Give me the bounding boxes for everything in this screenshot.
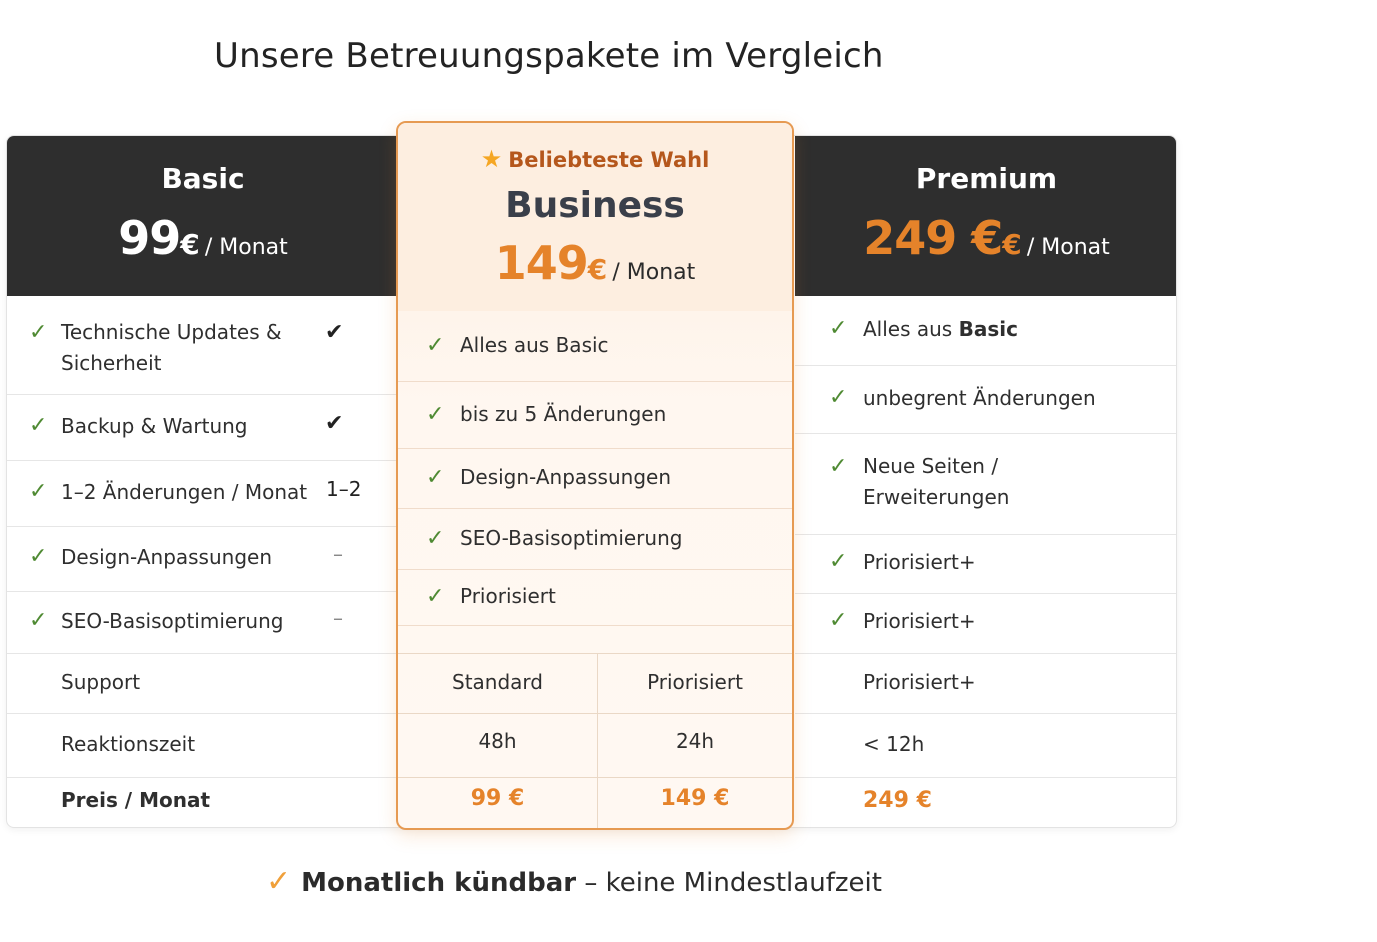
basic-header: Basic 99€ / Monat — [7, 136, 399, 296]
basic-row: ✓ 1–2 Änderungen / Monat 1–2 — [7, 461, 399, 527]
divider — [398, 653, 792, 654]
business-row: ✓ bis zu 5 Änderungen — [398, 382, 792, 449]
business-row: ✓ Alles aus Basic — [398, 311, 792, 382]
business-price-priority: 149 € — [660, 786, 730, 811]
basic-row-label: Design-Anpassungen — [61, 545, 273, 569]
business-support-standard: Standard — [452, 670, 543, 694]
premium-row-label: Priorisiert+ — [863, 609, 976, 633]
premium-row: ✓ Priorisiert+ — [795, 535, 1176, 594]
business-reaction-priority: 24h — [675, 729, 715, 753]
basic-row: ✓ Design-Anpassungen – — [7, 527, 399, 592]
premium-price-row: 249 € — [795, 778, 1176, 827]
basic-row: ✓ Technische Updates & Sicherheit ✔ — [7, 296, 399, 395]
basic-row-value: – — [333, 542, 343, 566]
check-icon: ✓ — [829, 454, 848, 479]
business-price-period: / Monat — [612, 260, 696, 285]
business-price-currency: € — [587, 253, 608, 286]
premium-row-label: unbegrent Änderungen — [863, 386, 1096, 410]
business-price-standard: 99 € — [470, 786, 525, 811]
premium-price-period: / Monat — [1026, 235, 1110, 260]
popular-badge: ★ Beliebteste Wahl — [480, 145, 710, 173]
basic-row: ✓ SEO-Basisoptimierung – — [7, 592, 399, 654]
checkmark-icon: ✔ — [325, 411, 344, 436]
star-icon: ★ — [480, 145, 503, 173]
basic-row-label: SEO-Basisoptimierung — [61, 609, 284, 633]
check-icon: ✓ — [29, 544, 48, 569]
basic-row: ✓ Backup & Wartung ✔ — [7, 395, 399, 461]
page-title: Unsere Betreuungspakete im Vergleich — [214, 36, 884, 76]
premium-header: Premium 249 €€ / Monat — [795, 136, 1176, 296]
business-price: 149€ / Monat — [398, 236, 792, 290]
business-header: ★ Beliebteste Wahl Business 149€ / Monat — [398, 123, 792, 311]
cancellation-note: ✓ Monatlich kündbar – keine Mindestlaufze… — [266, 864, 882, 899]
premium-price-amount: 249 € — [863, 211, 1003, 265]
price-label: Preis / Monat — [61, 788, 211, 812]
business-row-label: SEO-Basisoptimierung — [460, 526, 683, 550]
cancellation-note-bold: Monatlich kündbar — [301, 868, 577, 898]
business-row-label: Design-Anpassungen — [460, 465, 672, 489]
cancellation-note-rest: – keine Mindestlaufzeit — [576, 868, 882, 898]
premium-row: ✓ Neue Seiten / Erweiterungen — [795, 434, 1176, 535]
divider — [398, 713, 792, 714]
basic-row-label: Technische Updates & Sicherheit — [61, 320, 282, 375]
business-row: ✓ SEO-Basisoptimierung — [398, 509, 792, 570]
reaction-label: Reaktionszeit — [61, 732, 196, 756]
business-price-amount: 149 — [494, 236, 589, 290]
business-row: ✓ Design-Anpassungen — [398, 449, 792, 509]
business-row-label: bis zu 5 Änderungen — [460, 402, 667, 426]
premium-support-value: Priorisiert+ — [863, 670, 976, 694]
check-icon: ✓ — [426, 402, 445, 427]
premium-price: 249 €€ / Monat — [795, 211, 1176, 265]
basic-row-value: 1–2 — [326, 477, 362, 501]
check-icon: ✓ — [426, 526, 445, 551]
basic-price-period: / Monat — [204, 235, 288, 260]
divider — [398, 777, 792, 778]
premium-reaction-value: < 12h — [863, 732, 925, 756]
check-icon: ✓ — [29, 320, 48, 345]
check-icon: ✓ — [426, 333, 445, 358]
check-icon: ✓ — [29, 413, 48, 438]
premium-price-value: 249 € — [863, 788, 932, 813]
check-icon: ✓ — [829, 549, 848, 574]
business-reaction-standard: 48h — [478, 729, 517, 753]
check-icon: ✓ — [829, 608, 848, 633]
divider — [597, 653, 598, 828]
premium-plan-name: Premium — [915, 162, 1058, 195]
premium-row: ✓ Alles aus Basic — [795, 296, 1176, 366]
business-plan-name: Business — [505, 185, 685, 226]
premium-row: ✓ unbegrent Änderungen — [795, 366, 1176, 434]
basic-price: 99€ / Monat — [7, 211, 399, 265]
premium-row-label: Neue Seiten / Erweiterungen — [863, 454, 1010, 509]
premium-price-currency: € — [1002, 228, 1022, 261]
check-icon: ✓ — [266, 864, 292, 899]
business-support-priority: Priorisiert — [647, 670, 743, 694]
premium-reaction-row: < 12h — [795, 714, 1176, 778]
basic-price-currency: € — [180, 228, 200, 261]
premium-row: ✓ Priorisiert+ — [795, 594, 1176, 654]
business-row: ✓ Priorisiert — [398, 570, 792, 626]
basic-row-label: Backup & Wartung — [61, 414, 248, 438]
premium-row-label: Alles aus Basic — [863, 317, 1018, 341]
basic-plan-name: Basic — [161, 162, 245, 195]
checkmark-icon: ✔ — [325, 320, 344, 345]
premium-support-row: Priorisiert+ — [795, 654, 1176, 714]
check-icon: ✓ — [29, 608, 48, 633]
basic-reaction-row: Reaktionszeit — [7, 714, 399, 778]
business-row-label: Alles aus Basic — [460, 333, 609, 357]
basic-support-row: Support — [7, 654, 399, 714]
business-row-label: Priorisiert — [460, 584, 556, 608]
basic-row-value: – — [333, 606, 343, 630]
check-icon: ✓ — [426, 584, 445, 609]
check-icon: ✓ — [829, 385, 848, 410]
basic-price-row: Preis / Monat — [7, 778, 399, 827]
check-icon: ✓ — [426, 465, 445, 490]
check-icon: ✓ — [829, 316, 848, 341]
check-icon: ✓ — [29, 479, 48, 504]
premium-row-label: Priorisiert+ — [863, 550, 976, 574]
business-column: ★ Beliebteste Wahl Business 149€ / Monat … — [396, 121, 794, 830]
support-label: Support — [61, 670, 141, 694]
basic-row-label: 1–2 Änderungen / Monat — [61, 480, 308, 504]
basic-price-amount: 99 — [118, 211, 181, 265]
